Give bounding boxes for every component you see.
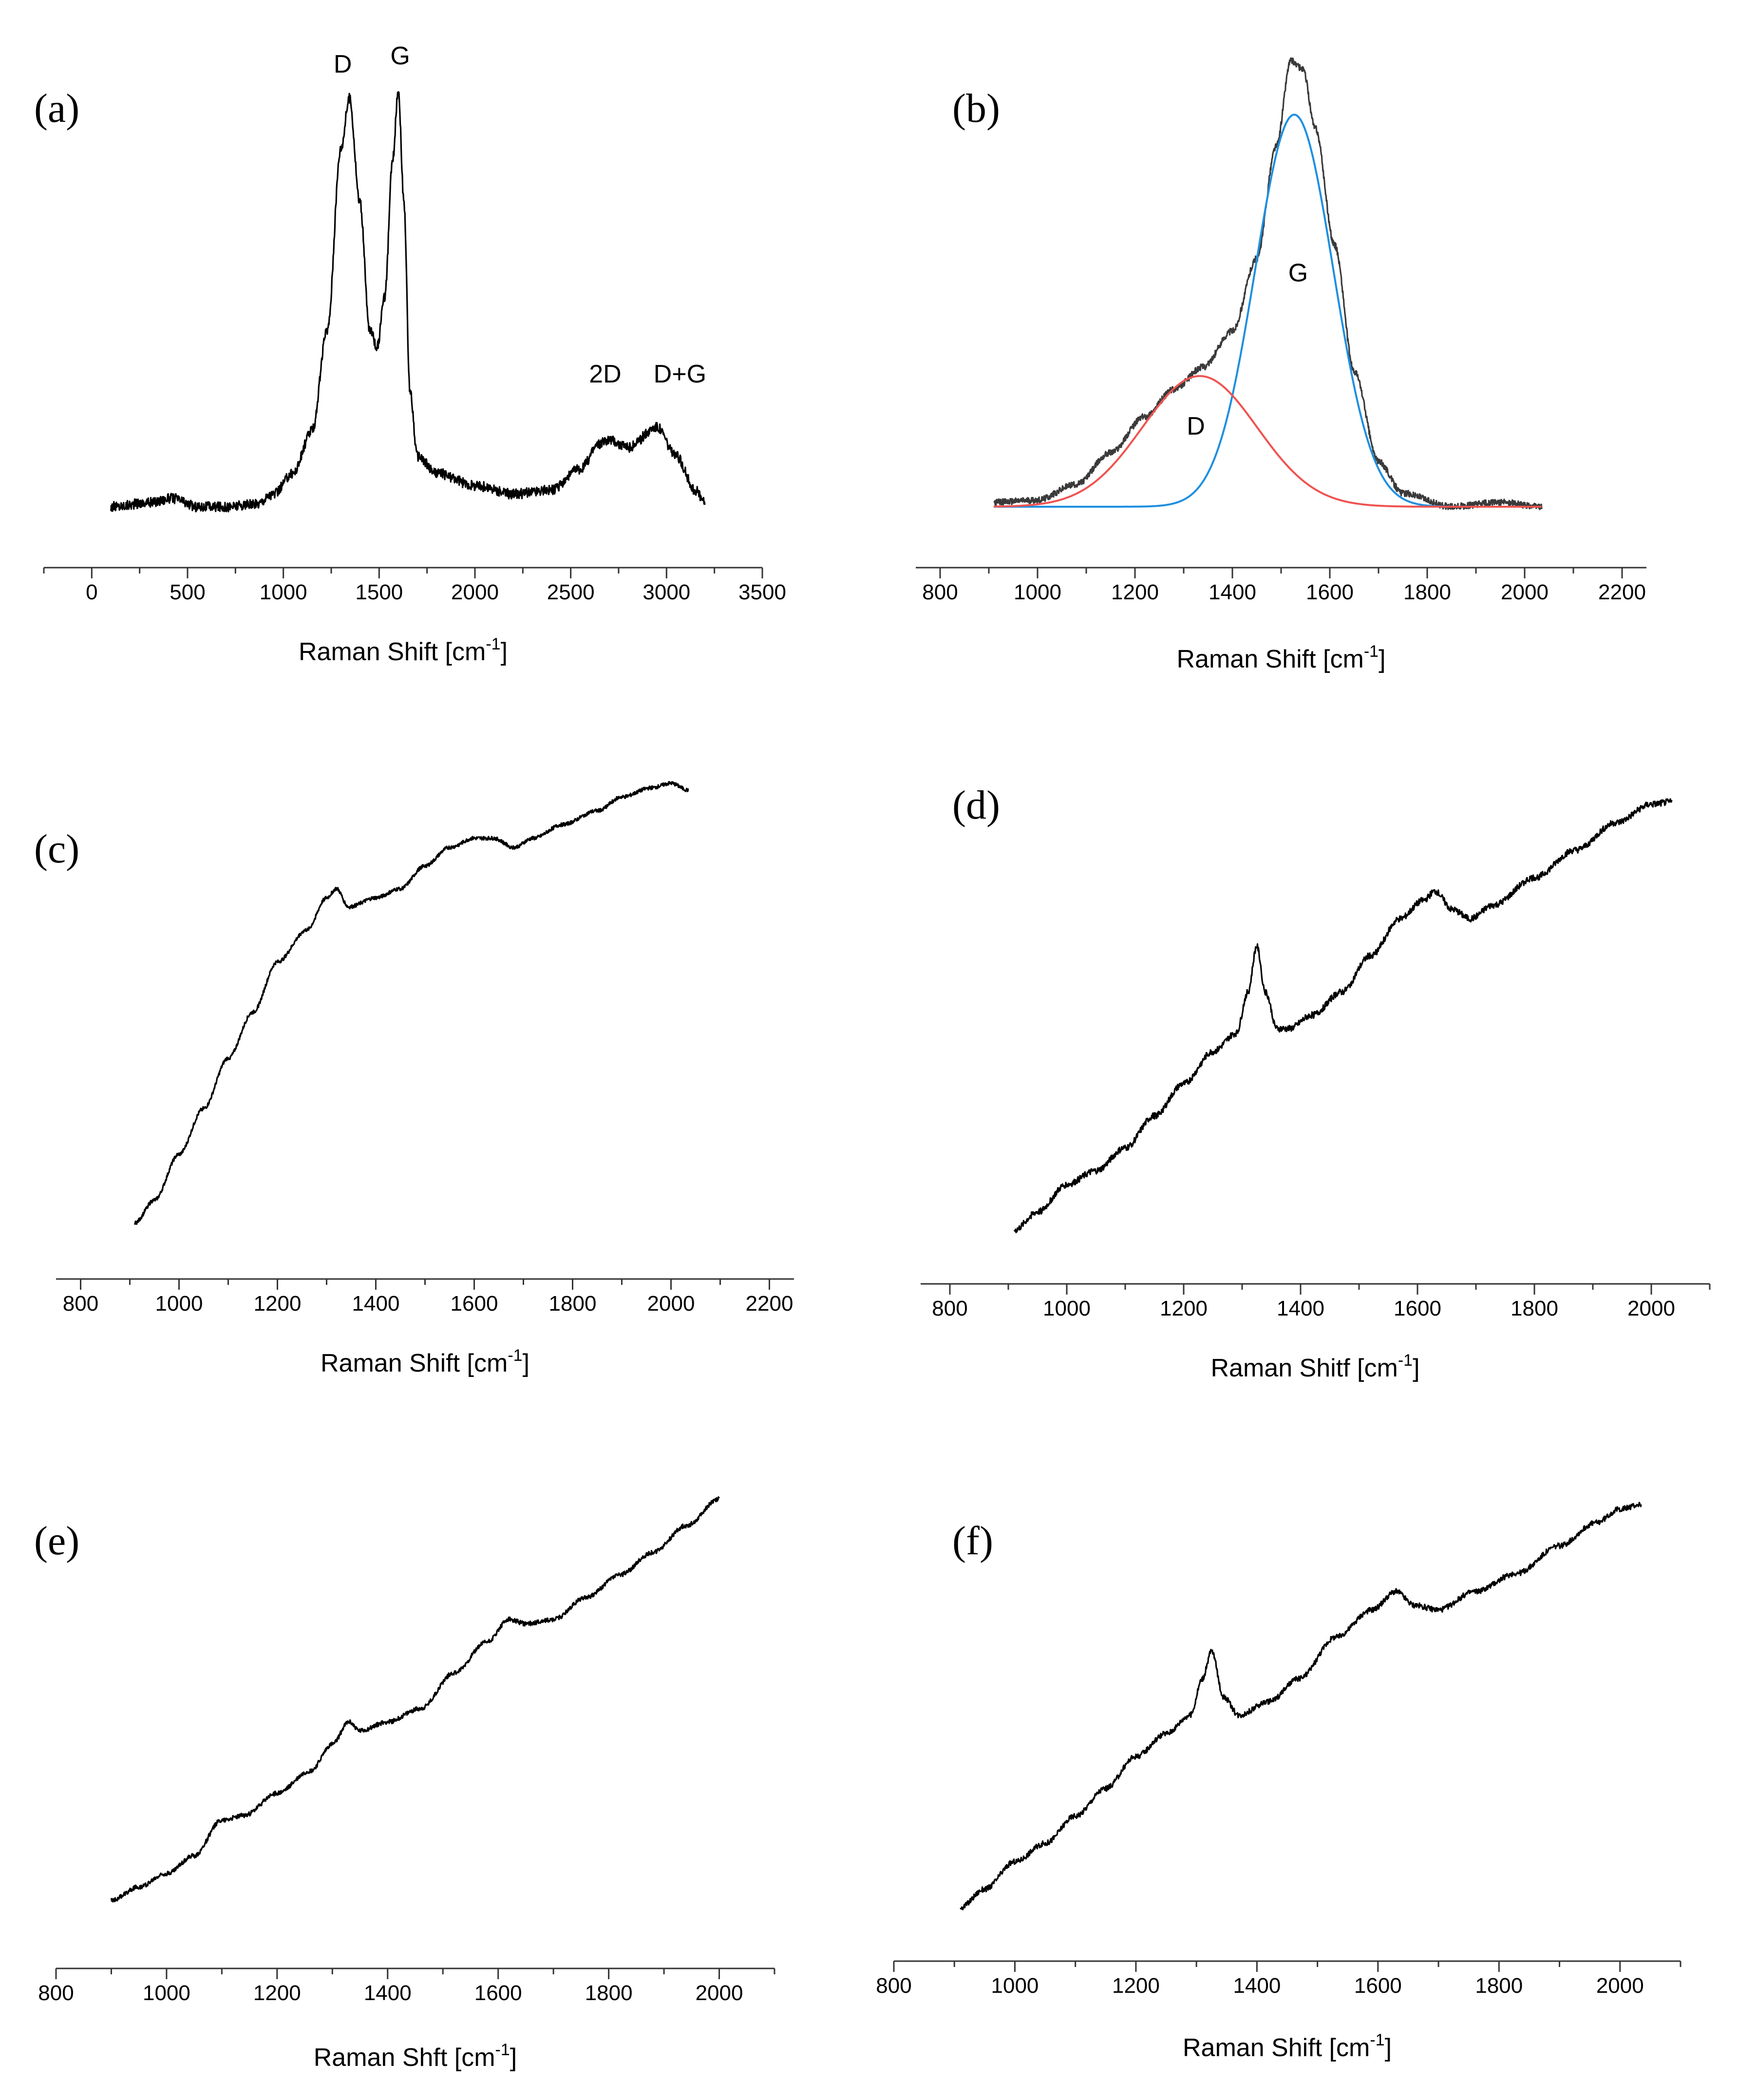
x-tick-label: 1600: [474, 1981, 522, 2005]
x-axis-title: Raman Shift [cm-1]: [1183, 2031, 1392, 2062]
chart-panel-d: (d) 800 1000 1200 1400 1600 1800 2000 Raman Shit…: [921, 783, 1711, 1382]
x-axis-title: Raman Shift [cm-1]: [299, 635, 508, 666]
panel-label: (e): [34, 1518, 79, 1564]
x-tick-label: 2000: [451, 580, 499, 604]
x-tick-label: 1000: [260, 580, 307, 604]
x-axis-title: Raman Shft [cm-1]: [314, 2041, 517, 2072]
series-line-spectrum: [110, 91, 706, 513]
x-tick-label: 2000: [647, 1292, 695, 1316]
chart-panel-b: (b) 800 1000 1200 1400 1600 1800 2000 2200 Raman …: [916, 57, 1646, 673]
series-line-spectrum: [134, 781, 689, 1225]
x-tick-label: 1400: [352, 1292, 400, 1316]
panel-label: (a): [34, 86, 79, 131]
x-tick-label: 1200: [1112, 1974, 1160, 1998]
x-axis-title: Raman Shitf [cm-1]: [1210, 1351, 1419, 1382]
x-tick-label: 3000: [642, 580, 690, 604]
x-tick-label: 2500: [547, 580, 595, 604]
series-line-d-fit: [993, 375, 1542, 508]
x-tick-label: 800: [932, 1297, 967, 1320]
panel-label: (c): [34, 826, 79, 872]
panel-label: (d): [952, 783, 1000, 828]
x-tick-label: 1000: [1014, 580, 1061, 604]
x-tick-label: 1000: [991, 1974, 1039, 1998]
x-tick-label: 800: [63, 1292, 98, 1316]
x-tick-label: 800: [38, 1981, 74, 2005]
x-tick-label: 1200: [253, 1981, 301, 2005]
x-tick-label: 1400: [1209, 580, 1256, 604]
peak-label: D: [334, 50, 352, 78]
peak-label: D: [1187, 412, 1205, 440]
x-tick-label: 500: [170, 580, 205, 604]
x-tick-label: 1000: [155, 1292, 203, 1316]
x-tick-label: 1500: [355, 580, 403, 604]
x-tick-label: 1000: [143, 1981, 190, 2005]
chart-panel-e: (e) 800 1000 1200 1400 1600 1800 2000 Raman Shft…: [34, 1496, 775, 2072]
x-tick-label: 2000: [1627, 1297, 1675, 1320]
x-tick-label: 1000: [1043, 1297, 1091, 1320]
series-line-g-fit: [994, 114, 1542, 508]
panel-label: (f): [952, 1518, 993, 1564]
series-line-spectrum: [960, 1502, 1642, 1910]
x-tick-label: 1400: [1277, 1297, 1324, 1320]
x-tick-label: 2000: [1596, 1974, 1644, 1998]
x-tick-label: 1400: [1233, 1974, 1281, 1998]
x-tick-label: 1800: [1511, 1297, 1558, 1320]
x-axis-title: Raman Shift [cm-1]: [321, 1346, 529, 1377]
x-tick-label: 2200: [746, 1292, 793, 1316]
x-axis-title: Raman Shift [cm-1]: [1176, 642, 1385, 673]
x-tick-label: 1600: [451, 1292, 498, 1316]
x-tick-label: 800: [876, 1974, 911, 1998]
x-tick-label: 1600: [1306, 580, 1354, 604]
x-tick-label: 2200: [1598, 580, 1646, 604]
x-tick-label: 800: [922, 580, 958, 604]
x-tick-label: 1200: [1160, 1297, 1208, 1320]
series-line-spectrum: [1013, 798, 1673, 1234]
peak-label: G: [390, 42, 410, 70]
x-tick-label: 2000: [696, 1981, 743, 2005]
peak-label: G: [1288, 259, 1308, 287]
panel-label: (b): [952, 86, 1000, 131]
x-tick-label: 1800: [585, 1981, 633, 2005]
x-tick-label: 3500: [738, 580, 786, 604]
chart-panel-c: (c) 800 1000 1200 1400 1600 1800 2000 2200 Raman …: [34, 781, 794, 1377]
peak-label: D+G: [654, 360, 706, 388]
x-tick-label: 1200: [254, 1292, 302, 1316]
peak-label: 2D: [589, 360, 621, 388]
chart-panel-f: (f) 800 1000 1200 1400 1600 1800 2000 Raman Shif…: [876, 1502, 1681, 2062]
x-tick-label: 1800: [549, 1292, 597, 1316]
x-tick-label: 2000: [1501, 580, 1549, 604]
x-tick-label: 1600: [1394, 1297, 1441, 1320]
x-tick-label: 1400: [364, 1981, 412, 2005]
x-tick-label: 0: [86, 580, 97, 604]
x-tick-label: 1800: [1403, 580, 1451, 604]
chart-panel-a: (a) 0 500 1000 1500 2000 2500 3000 3500 Raman Shi…: [34, 42, 786, 666]
series-line-spectrum: [110, 1496, 720, 1903]
x-tick-label: 1200: [1111, 580, 1159, 604]
x-tick-label: 1800: [1475, 1974, 1523, 1998]
x-tick-label: 1600: [1354, 1974, 1402, 1998]
